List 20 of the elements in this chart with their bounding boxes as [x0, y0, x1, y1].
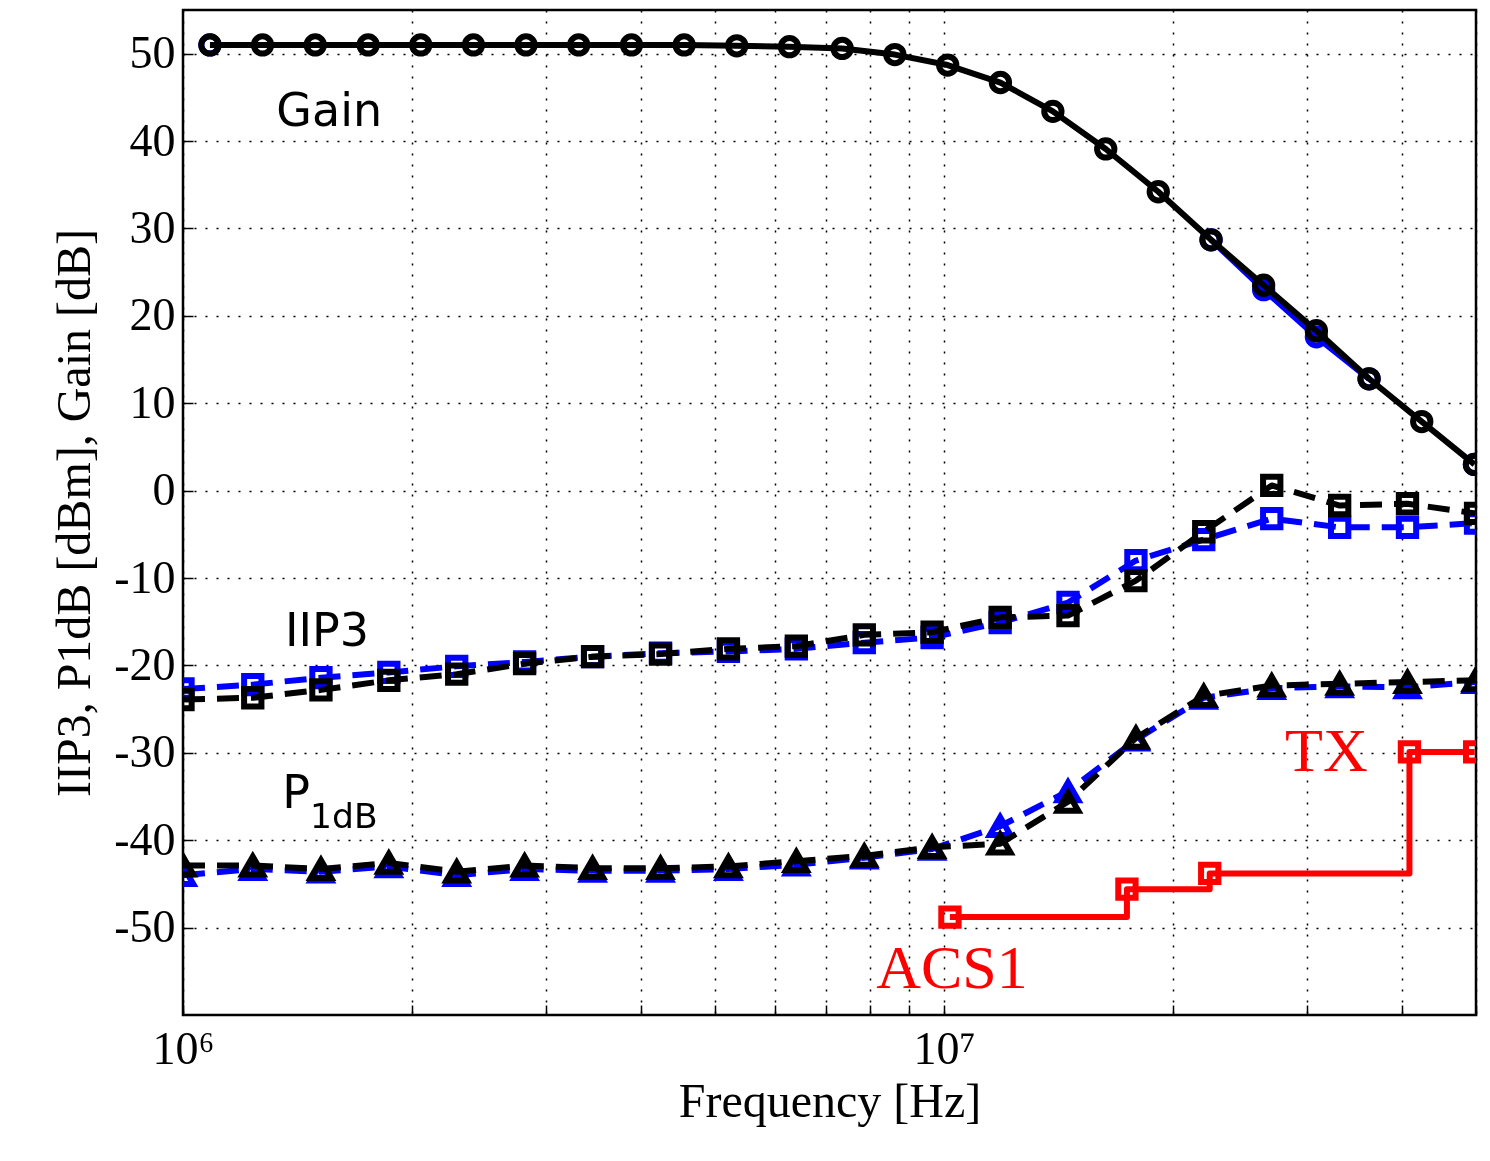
y-axis-title: IIP3, P1dB [dBm], Gain [dB]	[47, 229, 101, 797]
annotation: Gain	[276, 82, 383, 137]
annotation: P$_{1dB}$	[282, 765, 378, 837]
annotation: IIP3	[284, 602, 370, 657]
y-tick-label: -20	[114, 638, 176, 690]
y-tick-label: -10	[114, 551, 176, 603]
x-tick-label: 10⁷	[913, 1022, 976, 1074]
annotation: ACS1	[876, 933, 1028, 1002]
y-tick-label: 20	[129, 289, 176, 341]
y-tick-label: -50	[114, 901, 176, 953]
y-tick-label: 10	[129, 376, 176, 428]
y-tick-label: 30	[129, 201, 176, 253]
x-tick-label: 10⁶	[152, 1022, 215, 1074]
y-tick-label: 0	[152, 464, 176, 516]
y-tick-label: 40	[129, 114, 176, 166]
x-axis-title: Frequency [Hz]	[678, 1073, 982, 1127]
y-tick-label: -40	[114, 813, 176, 865]
y-tick-label: 50	[129, 27, 176, 79]
y-tick-label: -30	[114, 726, 176, 778]
annotation: TX	[1285, 715, 1368, 784]
